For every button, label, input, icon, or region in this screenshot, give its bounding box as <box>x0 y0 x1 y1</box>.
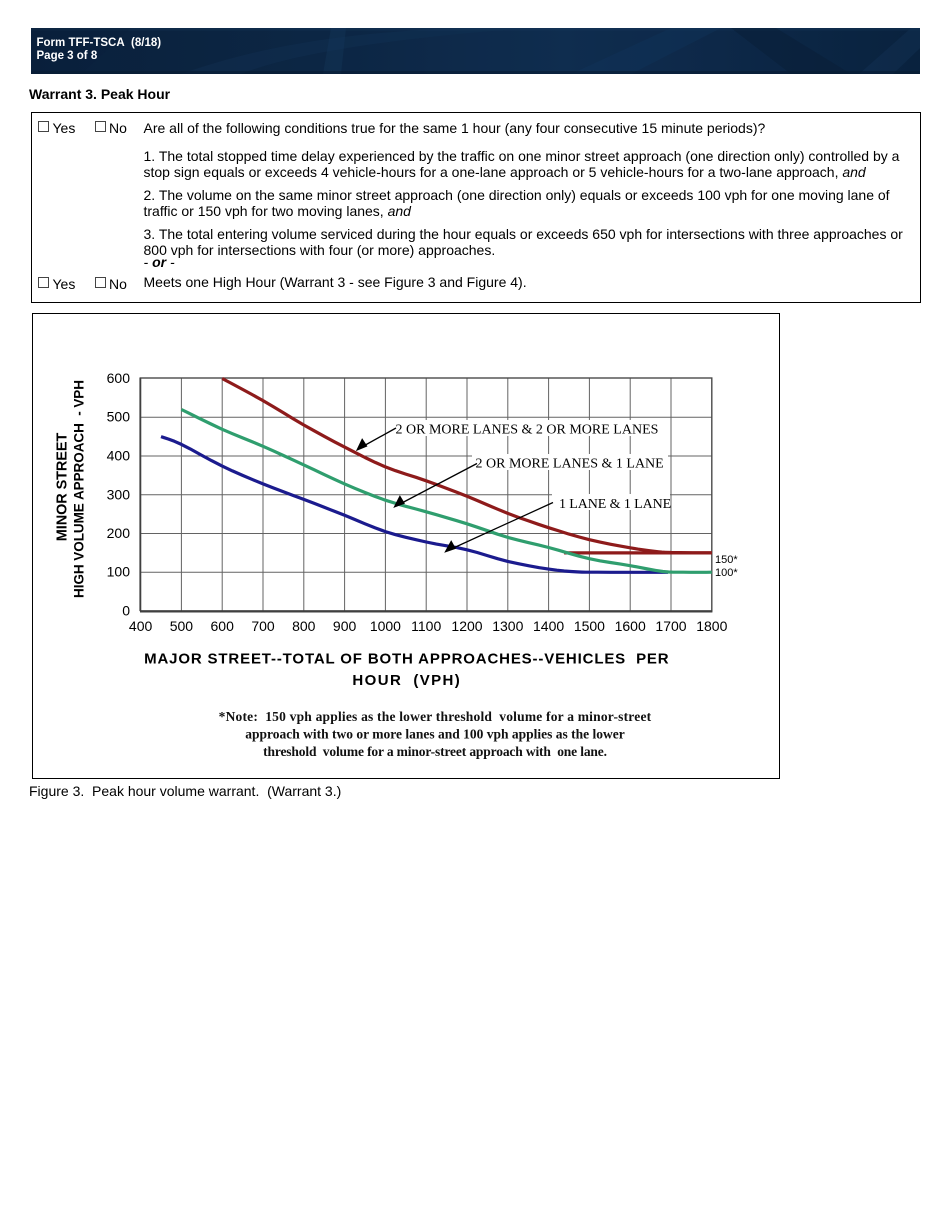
svg-text:500: 500 <box>107 409 131 425</box>
svg-text:HIGH VOLUME APPROACH - VPH: HIGH VOLUME APPROACH - VPH <box>72 380 87 598</box>
svg-text:0: 0 <box>122 603 130 619</box>
svg-text:500: 500 <box>170 618 194 634</box>
svg-text:approach with two or more lane: approach with two or more lanes and 100 … <box>245 727 625 742</box>
svg-text:100*: 100* <box>715 567 738 579</box>
svg-text:300: 300 <box>107 486 131 502</box>
svg-text:1100: 1100 <box>411 618 441 634</box>
svg-text:600: 600 <box>107 370 131 386</box>
svg-text:1400: 1400 <box>533 618 564 634</box>
svg-text:HOUR (VPH): HOUR (VPH) <box>352 672 461 689</box>
svg-text:1300: 1300 <box>492 618 523 634</box>
svg-text:MINOR STREET: MINOR STREET <box>55 433 71 542</box>
svg-text:400: 400 <box>129 618 153 634</box>
svg-text:*Note: 150 vph applies as the: *Note: 150 vph applies as the lower thre… <box>219 709 652 724</box>
svg-text:MAJOR STREET--TOTAL OF BOTH AP: MAJOR STREET--TOTAL OF BOTH APPROACHES--… <box>144 651 669 668</box>
svg-text:200: 200 <box>107 525 131 541</box>
svg-text:400: 400 <box>107 448 131 464</box>
svg-text:1500: 1500 <box>574 618 605 634</box>
svg-text:threshold volume for a minor-: threshold volume for a minor-street appr… <box>263 744 607 759</box>
svg-text:1000: 1000 <box>370 618 401 634</box>
svg-text:2 OR MORE LANES & 1 LANE: 2 OR MORE LANES & 1 LANE <box>476 457 664 472</box>
svg-text:700: 700 <box>251 618 275 634</box>
svg-text:1800: 1800 <box>696 618 727 634</box>
svg-text:150*: 150* <box>715 554 738 566</box>
svg-text:2 OR MORE LANES & 2 OR MORE LA: 2 OR MORE LANES & 2 OR MORE LANES <box>396 423 659 438</box>
svg-text:1 LANE & 1 LANE: 1 LANE & 1 LANE <box>559 497 671 512</box>
svg-text:1200: 1200 <box>451 618 482 634</box>
svg-text:800: 800 <box>292 618 316 634</box>
svg-text:900: 900 <box>333 618 357 634</box>
svg-text:600: 600 <box>211 618 235 634</box>
svg-text:1600: 1600 <box>615 618 646 634</box>
svg-text:100: 100 <box>107 564 131 580</box>
svg-text:1700: 1700 <box>655 618 686 634</box>
